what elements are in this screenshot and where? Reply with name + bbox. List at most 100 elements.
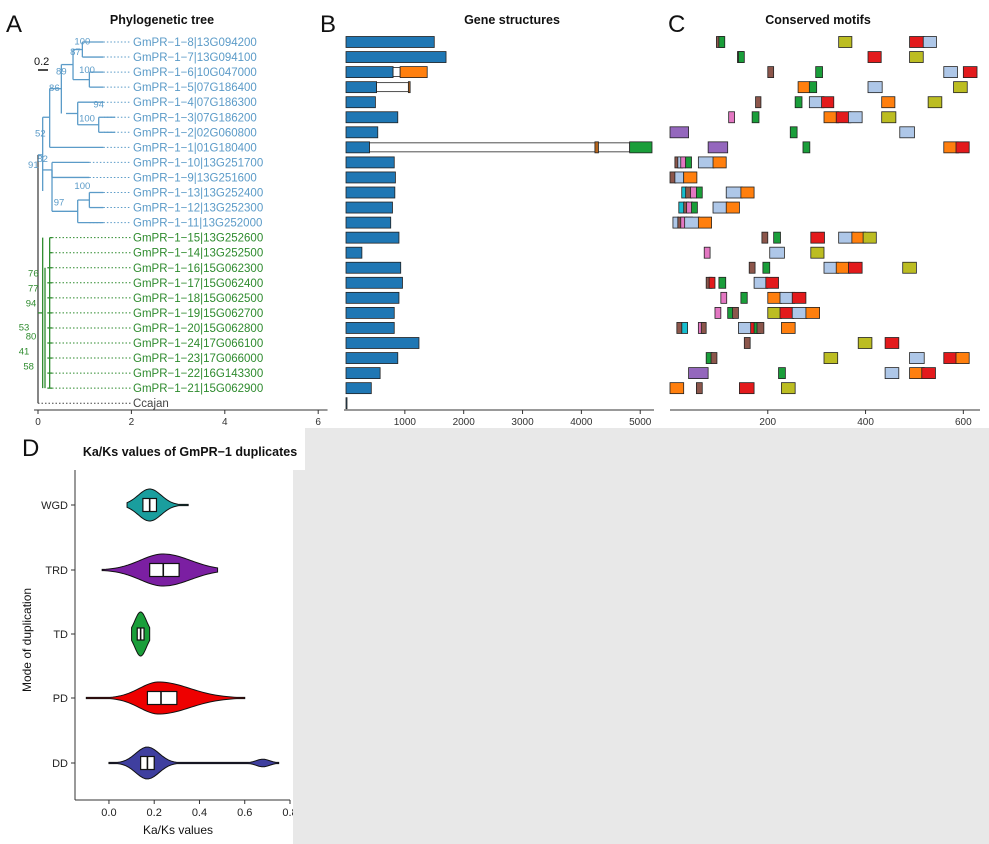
- panel-c-letter: C: [668, 11, 685, 38]
- violin-category-label: WGD: [41, 500, 68, 512]
- tree-leaf-label: GmPR−1−13|13G252400: [133, 188, 263, 200]
- gene-segment-cds: [345, 186, 396, 199]
- tree-leaf-label: GmPR−1−21|15G062900: [133, 383, 263, 395]
- tree-leaf-label: GmPR−1−1|01G180400: [133, 142, 257, 154]
- motif-box: [669, 126, 689, 139]
- motif-box: [808, 81, 818, 94]
- tree-leaf-label: GmPR−1−16|15G062300: [133, 263, 263, 275]
- violin-wgd: [126, 488, 189, 522]
- tree-bootstrap-value: 89: [56, 67, 67, 78]
- motif-box: [797, 81, 811, 94]
- tree-leaf-label: GmPR−1−6|10G047000: [133, 67, 257, 79]
- motif-box: [718, 36, 726, 48]
- tree-leaf-labels: GmPR−1−8|13G094200 GmPR−1−7|13G094100 GmPR…: [133, 37, 263, 410]
- motif-box: [690, 186, 697, 199]
- motif-x-axis: 200 400 600: [670, 409, 980, 428]
- motif-box: [676, 322, 683, 334]
- motif-box: [943, 66, 958, 78]
- motif-box: [862, 231, 877, 244]
- tree-bootstrap-value: 52: [35, 128, 46, 139]
- motif-box: [867, 51, 882, 63]
- motif-box: [697, 216, 712, 229]
- motif-box: [696, 186, 703, 199]
- gene-x-axis: 1000 2000 3000 4000 5000: [344, 409, 654, 428]
- panel-b-title: Gene structures: [464, 13, 560, 27]
- motif-box: [739, 382, 755, 395]
- motif-box: [688, 367, 709, 380]
- tree-leaf-label: GmPR−1−18|15G062500: [133, 293, 263, 305]
- violin-category-label: TD: [53, 629, 68, 641]
- motif-axis-tick-label: 200: [759, 417, 776, 428]
- gene-segment-cds: [345, 261, 402, 274]
- tree-leaf-label: GmPR−1−15|13G252600: [133, 233, 263, 245]
- tree-bootstrap-value: 94: [93, 100, 104, 111]
- motif-box: [707, 141, 729, 154]
- violin-category-label: DD: [52, 758, 68, 770]
- motif-box: [810, 246, 825, 259]
- gene-segment-intron: [376, 82, 409, 93]
- motif-box: [685, 156, 692, 169]
- gene-segment-cds: [345, 367, 381, 380]
- motif-box: [962, 66, 978, 78]
- motif-box: [743, 337, 751, 349]
- tree-scale-label: 0.2: [34, 56, 49, 68]
- gene-segment-intron: [369, 142, 596, 153]
- motif-box: [781, 382, 796, 395]
- motif-box: [791, 306, 808, 319]
- gene-segment-intron: [598, 142, 631, 153]
- motif-box: [683, 171, 698, 184]
- tree-bootstrap-value: 76: [28, 268, 39, 279]
- motif-box: [848, 261, 863, 274]
- motif-box: [781, 322, 796, 334]
- motif-box: [751, 111, 760, 124]
- motif-box: [823, 352, 839, 364]
- violin-y-axis-label: Mode of duplication: [20, 588, 34, 692]
- motif-box: [696, 382, 703, 395]
- motif-box: [779, 306, 795, 319]
- panel-b-letter: B: [320, 11, 336, 38]
- motif-box: [899, 126, 915, 139]
- violin-box-trd: [149, 562, 180, 578]
- motif-box: [821, 96, 835, 109]
- gene-segment-cds: [345, 156, 395, 169]
- gene-segment-cds: [345, 306, 395, 319]
- gene-axis-tick-label: 4000: [570, 417, 593, 428]
- motif-box: [881, 111, 897, 124]
- violin-x-tick-label: 0.2: [147, 807, 162, 819]
- tree-leaf-label: GmPR−1−7|13G094100: [133, 52, 257, 64]
- violin-x-axis-label: Ka/Ks values: [143, 823, 213, 837]
- motif-box: [884, 367, 900, 380]
- motif-box: [867, 81, 883, 94]
- gene-segment-cds: [345, 81, 378, 94]
- gene-segment-cds: [345, 111, 399, 124]
- gene-segment-intron: [392, 67, 401, 77]
- tree-leaf-label: GmPR−1−3|07G186200: [133, 112, 257, 124]
- panel-d-title: Ka/Ks values of GmPR−1 duplicates: [83, 445, 297, 459]
- motif-box: [697, 156, 715, 169]
- motif-box: [691, 201, 698, 214]
- motif-box: [681, 322, 689, 334]
- motif-box: [955, 141, 970, 154]
- motif-box: [769, 246, 785, 259]
- tree-leaf-label: GmPR−1−22|16G143300: [133, 368, 263, 380]
- panel-a-title: Phylogenetic tree: [110, 13, 214, 27]
- tree-bootstrap-value: 100: [74, 181, 90, 192]
- motif-box: [714, 306, 722, 319]
- panel-d-letter: D: [22, 435, 39, 462]
- tree-bootstrap-value: 97: [54, 198, 65, 209]
- tree-leaf-label: GmPR−1−9|13G251600: [133, 172, 257, 184]
- gene-segment-utr_brown: [594, 141, 599, 154]
- tree-bootstrap-value: 82: [37, 154, 48, 165]
- motif-box: [791, 291, 807, 304]
- violin-dd: [108, 746, 280, 780]
- tree-leaf-label: GmPR−1−12|13G252300: [133, 203, 263, 215]
- tree-leaf-label: GmPR−1−19|15G062700: [133, 308, 263, 320]
- tree-x-axis: 0 2 4 6: [34, 409, 328, 428]
- tree-leaf-label: GmPR−1−14|13G252500: [133, 248, 263, 260]
- tree-leaf-label: GmPR−1−4|07G186300: [133, 97, 257, 109]
- motif-box: [669, 382, 685, 395]
- motif-box: [761, 231, 769, 244]
- motif-box: [953, 81, 968, 94]
